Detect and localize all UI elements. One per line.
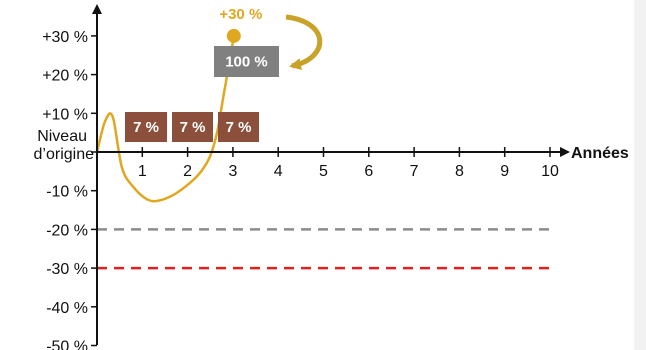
- total-box: [214, 46, 279, 77]
- y-tick-label: -10 %: [46, 184, 88, 201]
- y-tick-label: +30 %: [42, 29, 88, 46]
- x-tick-label: 2: [183, 163, 192, 180]
- y-tick-label: -20 %: [46, 222, 88, 239]
- value-curve: [95, 35, 236, 203]
- right-margin-strip: [634, 0, 646, 350]
- gain-box-label: 7 %: [133, 119, 159, 136]
- x-tick-label: 1: [138, 163, 147, 180]
- origin-label-line: d’origine: [34, 146, 95, 163]
- y-tick-label: -40 %: [46, 300, 88, 317]
- x-tick-label: 9: [500, 163, 509, 180]
- x-tick-label: 6: [364, 163, 373, 180]
- x-tick-label: 8: [455, 163, 464, 180]
- y-tick-label: -30 %: [46, 261, 88, 278]
- x-tick-label: 5: [319, 163, 328, 180]
- origin-label-line: Niveau: [37, 128, 87, 145]
- x-tick-label: 10: [541, 163, 559, 180]
- total-box-label: 100 %: [225, 54, 268, 71]
- curved-arrow: [285, 14, 323, 71]
- gain-box: [218, 112, 259, 142]
- x-tick-label: 3: [228, 163, 237, 180]
- peak-label: +30 %: [219, 6, 262, 23]
- x-tick-label: 7: [410, 163, 419, 180]
- x-axis-title: Années: [571, 145, 629, 162]
- gain-box-label: 7 %: [180, 119, 206, 136]
- y-tick-label: +20 %: [42, 68, 88, 85]
- x-tick-label: 4: [274, 163, 283, 180]
- gain-box: [125, 112, 167, 142]
- peak-marker: [226, 28, 241, 43]
- y-tick-label: -50 %: [46, 339, 88, 350]
- gain-box: [172, 112, 213, 142]
- gain-box-label: 7 %: [226, 119, 252, 136]
- y-tick-label: +10 %: [42, 106, 88, 123]
